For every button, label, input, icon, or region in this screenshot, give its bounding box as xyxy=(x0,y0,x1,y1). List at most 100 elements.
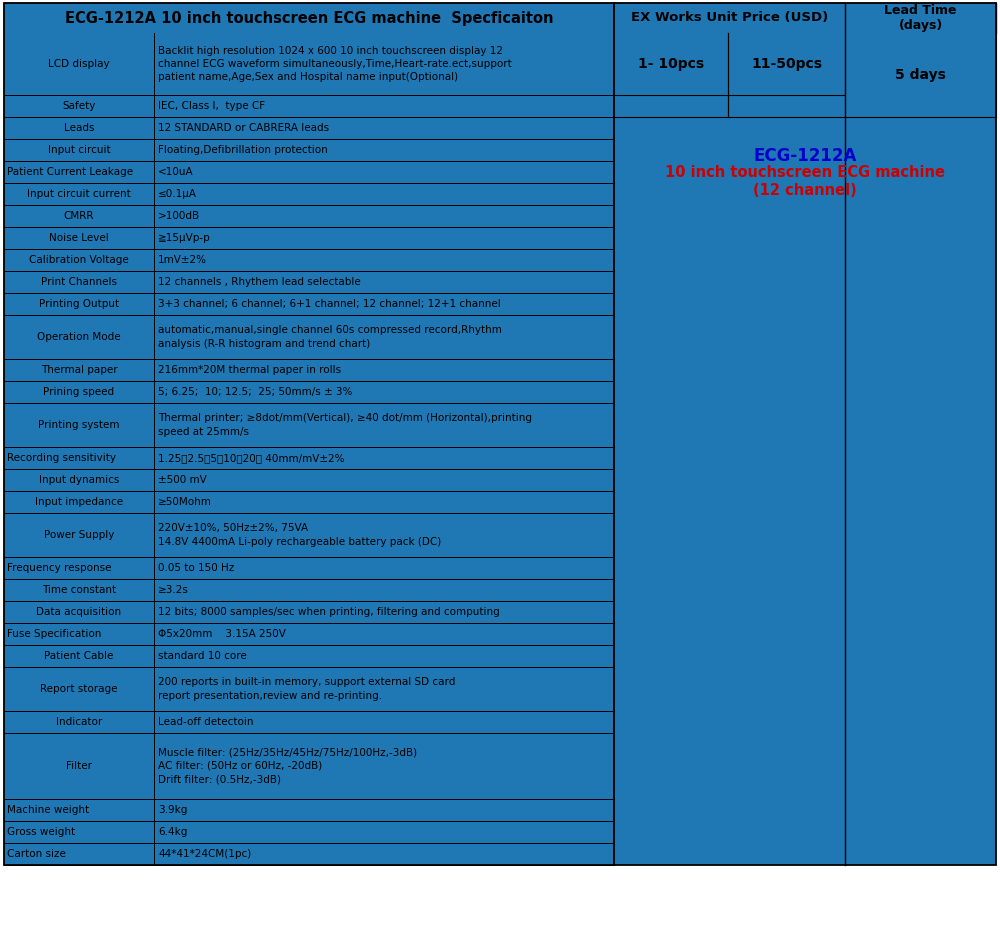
Bar xyxy=(4,711,154,733)
Bar xyxy=(728,95,845,117)
Text: Thermal paper: Thermal paper xyxy=(41,365,117,375)
Text: 1.25、2.5、5、10、20、 40mm/mV±2%: 1.25、2.5、5、10、20、 40mm/mV±2% xyxy=(158,453,344,463)
Bar xyxy=(4,95,154,117)
Bar xyxy=(154,799,614,821)
Text: Print Channels: Print Channels xyxy=(41,277,117,287)
Bar xyxy=(154,513,614,557)
Text: Operation Mode: Operation Mode xyxy=(37,332,121,342)
Bar xyxy=(154,491,614,513)
Bar xyxy=(4,403,154,447)
Text: Input dynamics: Input dynamics xyxy=(39,475,119,485)
Text: 12 channels , Rhythem lead selectable: 12 channels , Rhythem lead selectable xyxy=(158,277,361,287)
Bar xyxy=(614,3,845,33)
Bar xyxy=(4,601,154,623)
Text: Patient Current Leakage: Patient Current Leakage xyxy=(7,167,133,177)
Text: ≥50Mohm: ≥50Mohm xyxy=(158,497,212,507)
Text: 3+3 channel; 6 channel; 6+1 channel; 12 channel; 12+1 channel: 3+3 channel; 6 channel; 6+1 channel; 12 … xyxy=(158,299,501,309)
Bar xyxy=(154,821,614,843)
Bar xyxy=(4,33,154,95)
Text: Backlit high resolution 1024 x 600 10 inch touchscreen display 12
channel ECG wa: Backlit high resolution 1024 x 600 10 in… xyxy=(158,46,512,82)
Bar xyxy=(4,645,154,667)
Text: Input impedance: Input impedance xyxy=(35,497,123,507)
Bar xyxy=(4,579,154,601)
Text: Carton size: Carton size xyxy=(7,849,66,859)
Text: Printing Output: Printing Output xyxy=(39,299,119,309)
Text: ECG-1212A 10 inch touchscreen ECG machine  Specficaiton: ECG-1212A 10 inch touchscreen ECG machin… xyxy=(65,10,553,25)
Bar xyxy=(642,258,968,669)
Bar xyxy=(890,426,929,459)
Bar xyxy=(154,469,614,491)
Bar xyxy=(614,117,996,865)
Text: Indicator: Indicator xyxy=(56,717,102,727)
Bar xyxy=(4,117,154,139)
Text: 12 bits; 8000 samples/sec when printing, filtering and computing: 12 bits; 8000 samples/sec when printing,… xyxy=(158,607,500,617)
Text: Gross weight: Gross weight xyxy=(7,827,75,837)
Text: ≤0.1μA: ≤0.1μA xyxy=(158,189,197,199)
Bar xyxy=(4,557,154,579)
Bar xyxy=(154,315,614,359)
Bar xyxy=(4,447,154,469)
Bar xyxy=(154,33,614,95)
Text: Patient Cable: Patient Cable xyxy=(44,651,114,661)
Text: ±500 mV: ±500 mV xyxy=(158,475,207,485)
Text: (12 channel): (12 channel) xyxy=(753,183,857,198)
Bar xyxy=(4,469,154,491)
Bar xyxy=(890,378,929,410)
Bar xyxy=(4,315,154,359)
Text: Lead-off detectoin: Lead-off detectoin xyxy=(158,717,254,727)
Text: ≧15μVp-p: ≧15μVp-p xyxy=(158,233,211,243)
Text: 216mm*20M thermal paper in rolls: 216mm*20M thermal paper in rolls xyxy=(158,365,341,375)
Text: Power Supply: Power Supply xyxy=(44,530,114,540)
Text: 5; 6.25;  10; 12.5;  25; 50mm/s ± 3%: 5; 6.25; 10; 12.5; 25; 50mm/s ± 3% xyxy=(158,387,352,397)
Bar xyxy=(890,574,929,607)
Bar xyxy=(4,161,154,183)
Bar xyxy=(154,95,614,117)
Bar xyxy=(154,711,614,733)
Bar xyxy=(4,183,154,205)
Bar xyxy=(154,403,614,447)
Bar xyxy=(154,579,614,601)
Bar xyxy=(4,359,154,381)
Text: Filter: Filter xyxy=(66,761,92,771)
Bar xyxy=(154,447,614,469)
Text: 5 days: 5 days xyxy=(895,68,946,82)
Text: 10 inch touchscreen ECG machine: 10 inch touchscreen ECG machine xyxy=(665,165,945,180)
Text: ECG-1212A: ECG-1212A xyxy=(753,147,857,165)
Text: CMRR: CMRR xyxy=(64,211,94,221)
Bar xyxy=(614,95,728,117)
Bar xyxy=(4,733,154,799)
Text: Fuse Specification: Fuse Specification xyxy=(7,629,101,639)
Bar xyxy=(4,381,154,403)
Text: EX Works Unit Price (USD): EX Works Unit Price (USD) xyxy=(631,11,828,24)
Bar xyxy=(890,476,929,509)
Text: Φ5x20mm    3.15A 250V: Φ5x20mm 3.15A 250V xyxy=(158,629,286,639)
Text: 44*41*24CM(1pc): 44*41*24CM(1pc) xyxy=(158,849,251,859)
Bar xyxy=(4,667,154,711)
Text: Frequency response: Frequency response xyxy=(7,563,112,573)
Bar xyxy=(740,320,870,586)
Bar xyxy=(4,249,154,271)
Bar xyxy=(890,328,929,361)
Text: Recording sensitivity: Recording sensitivity xyxy=(7,453,116,463)
Bar xyxy=(154,205,614,227)
Text: Data acquisition: Data acquisition xyxy=(36,607,122,617)
Bar xyxy=(4,491,154,513)
Bar xyxy=(728,33,845,95)
Text: 11-50pcs: 11-50pcs xyxy=(751,57,822,71)
Bar xyxy=(614,3,996,865)
Text: Printing system: Printing system xyxy=(38,420,120,430)
Text: IEC, Class I,  type CF: IEC, Class I, type CF xyxy=(158,101,265,111)
Text: Safety: Safety xyxy=(62,101,96,111)
Bar xyxy=(4,139,154,161)
Bar xyxy=(4,799,154,821)
Text: LCD display: LCD display xyxy=(48,59,110,69)
Text: Thermal printer; ≥8dot/mm(Vertical), ≥40 dot/mm (Horizontal),printing
speed at 2: Thermal printer; ≥8dot/mm(Vertical), ≥40… xyxy=(158,413,532,437)
Bar xyxy=(154,667,614,711)
Text: standard 10 core: standard 10 core xyxy=(158,651,247,661)
Text: 200 reports in built-in memory, support external SD card
report presentation,rev: 200 reports in built-in memory, support … xyxy=(158,677,455,700)
Bar xyxy=(4,623,154,645)
Text: Input circuit current: Input circuit current xyxy=(27,189,131,199)
Bar xyxy=(154,293,614,315)
Bar xyxy=(154,645,614,667)
Bar xyxy=(724,217,886,258)
